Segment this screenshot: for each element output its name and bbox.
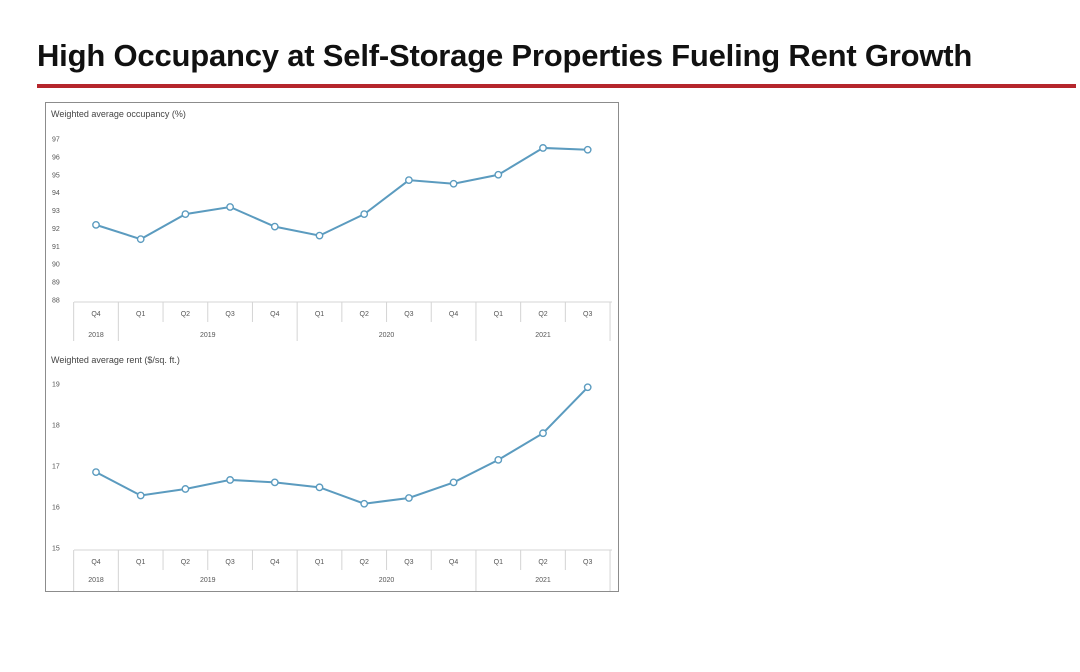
data-point <box>360 499 369 508</box>
x-tick-label: Q1 <box>136 559 145 566</box>
data-point <box>404 494 413 502</box>
y-tick-label: 94 <box>52 190 60 197</box>
data-point <box>92 220 100 229</box>
data-point <box>360 210 369 219</box>
y-tick-label: 97 <box>52 137 60 144</box>
x-tick-label: Q2 <box>181 311 190 318</box>
x-year-label: 2021 <box>535 332 551 339</box>
data-point <box>449 478 458 487</box>
x-tick-label: Q2 <box>181 559 190 566</box>
x-tick-label: Q1 <box>494 559 503 566</box>
y-tick-label: 91 <box>52 244 60 251</box>
data-point <box>583 383 592 392</box>
title-divider <box>37 84 1076 88</box>
x-tick-label: Q1 <box>315 311 324 318</box>
x-tick-label: Q1 <box>494 311 503 318</box>
x-tick-label: Q1 <box>315 559 324 566</box>
x-tick-label: Q4 <box>449 559 458 566</box>
data-point <box>315 231 324 240</box>
data-point <box>270 222 279 231</box>
x-tick-label: Q4 <box>270 311 279 318</box>
x-tick-label: Q3 <box>583 311 592 318</box>
chart-title: Weighted average rent ($/sq. ft.) <box>51 355 180 365</box>
chart-title: Weighted average occupancy (%) <box>51 109 186 119</box>
data-point <box>181 485 190 493</box>
data-point <box>136 235 145 244</box>
x-tick-label: Q3 <box>225 559 234 566</box>
series-line <box>95 146 588 241</box>
y-tick-label: 93 <box>52 208 60 215</box>
data-point <box>583 145 592 154</box>
y-tick-label: 96 <box>52 154 60 161</box>
x-tick-label: Q2 <box>360 559 369 566</box>
y-tick-label: 88 <box>52 298 60 305</box>
x-tick-label: Q4 <box>449 311 458 318</box>
y-tick-label: 89 <box>52 280 60 287</box>
y-tick-label: 95 <box>52 172 60 179</box>
x-year-label: 2019 <box>200 332 216 339</box>
x-tick-label: Q2 <box>538 559 547 566</box>
y-tick-label: 19 <box>52 382 60 389</box>
x-tick-label: Q3 <box>583 559 592 566</box>
x-tick-label: Q3 <box>404 311 413 318</box>
data-point <box>539 429 547 438</box>
x-tick-label: Q4 <box>91 311 100 318</box>
y-tick-label: 18 <box>52 423 60 430</box>
y-tick-label: 15 <box>52 546 60 553</box>
x-tick-label: Q3 <box>404 559 413 566</box>
data-point <box>226 203 235 211</box>
data-point <box>494 455 503 464</box>
slide-title: High Occupancy at Self-Storage Propertie… <box>37 38 973 73</box>
chart-frame: Weighted average occupancy (%) 97 96 95 94 93… <box>45 102 619 592</box>
x-year-label: 2021 <box>535 577 551 584</box>
data-point <box>494 170 503 179</box>
x-year-label: 2019 <box>200 577 216 584</box>
data-point <box>226 476 235 484</box>
x-tick-label: Q1 <box>136 311 145 318</box>
x-year-label: 2018 <box>88 577 104 584</box>
data-point <box>404 176 413 185</box>
x-year-label: 2018 <box>88 332 104 339</box>
data-point <box>92 468 100 477</box>
x-tick-label: Q2 <box>360 311 369 318</box>
data-point <box>449 179 458 188</box>
x-tick-label: Q4 <box>270 559 279 566</box>
x-tick-label: Q2 <box>538 311 547 318</box>
y-tick-label: 16 <box>52 505 60 512</box>
x-year-label: 2020 <box>379 577 395 584</box>
y-tick-label: 90 <box>52 262 60 269</box>
series-line <box>95 386 589 505</box>
charts-canvas: Weighted average occupancy (%) 97 96 95 94 93… <box>51 109 612 591</box>
y-tick-label: 92 <box>52 226 60 233</box>
data-point <box>270 478 279 487</box>
data-point <box>136 491 145 500</box>
data-point <box>539 144 547 152</box>
x-tick-label: Q4 <box>91 559 100 566</box>
data-point <box>181 210 190 219</box>
data-point <box>315 483 324 492</box>
x-year-label: 2020 <box>379 332 395 339</box>
x-tick-label: Q3 <box>225 311 234 318</box>
y-tick-label: 17 <box>52 464 60 471</box>
